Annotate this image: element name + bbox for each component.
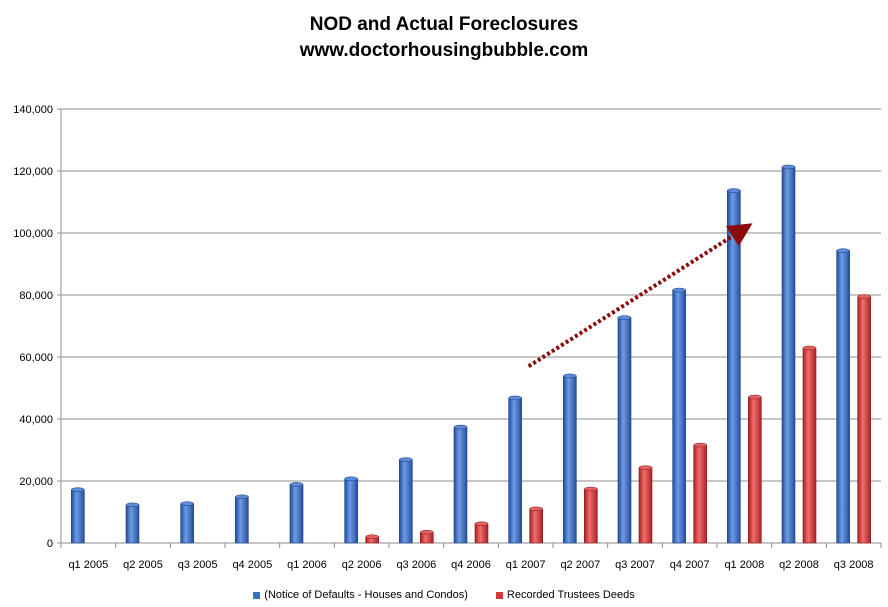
- bar-nod-cap: [235, 494, 249, 500]
- chart-legend: (Notice of Defaults - Houses and Condos)…: [0, 589, 888, 601]
- bar-trustees-deeds: [748, 396, 762, 544]
- x-tick-label: q3 2008: [834, 559, 874, 571]
- legend-label-trustees-deeds: Recorded Trustees Deeds: [506, 589, 635, 601]
- bar-trustees-deeds-cap: [584, 486, 598, 492]
- bar-nod: [672, 289, 686, 544]
- x-tick-label: q3 2007: [615, 559, 655, 571]
- bar-nod-cap: [727, 188, 741, 193]
- bar-trustees-deeds-cap: [638, 465, 653, 470]
- x-tick-label: q1 2008: [724, 559, 764, 571]
- x-tick-label: q4 2005: [232, 559, 272, 571]
- bar-nod: [125, 504, 140, 544]
- y-tick-label: 60,000: [19, 352, 53, 364]
- x-tick-label: q2 2006: [342, 559, 382, 571]
- bar-trustees-deeds-cap: [420, 529, 434, 535]
- bar-nod-cap: [289, 482, 304, 487]
- bar-nod-cap: [672, 287, 686, 293]
- bar-nod: [180, 503, 194, 544]
- legend-swatch-trustees-deeds: [495, 591, 503, 599]
- bar-nod-cap: [180, 501, 194, 506]
- y-tick-label: 100,000: [13, 228, 53, 240]
- bar-nod: [344, 478, 358, 544]
- trend-arrow: [527, 223, 753, 368]
- y-tick-label: 20,000: [19, 476, 53, 488]
- bar-trustees-deeds-cap: [748, 394, 762, 400]
- bar-trustees-deeds: [693, 444, 707, 544]
- bar-nod: [617, 317, 632, 544]
- bar-trustees-deeds-cap: [529, 506, 543, 512]
- y-tick-label: 80,000: [19, 290, 53, 302]
- bar-nod: [781, 166, 796, 544]
- bar-nod: [563, 375, 577, 544]
- bar-nod-cap: [399, 457, 413, 462]
- bar-nod-cap: [453, 424, 468, 430]
- bar-nod: [289, 484, 304, 544]
- bar-nod-cap: [508, 395, 522, 401]
- x-tick-label: q2 2008: [779, 559, 819, 571]
- bar-nod-cap: [781, 164, 796, 170]
- chart-title-block: NOD and Actual Foreclosures www.doctorho…: [0, 12, 888, 64]
- legend-item-nod: (Notice of Defaults - Houses and Condos): [253, 589, 468, 601]
- bar-trustees-deeds-cap: [474, 521, 489, 527]
- bar-trustees-deeds: [857, 296, 871, 544]
- bar-nod: [399, 459, 413, 544]
- bar-nod: [836, 250, 850, 544]
- bar-nod-cap: [71, 487, 85, 492]
- x-tick-label: q4 2007: [670, 559, 710, 571]
- chart-title: NOD and Actual Foreclosures: [309, 14, 579, 35]
- x-tick-label: q2 2005: [123, 559, 163, 571]
- y-tick-label: 120,000: [13, 166, 53, 178]
- chart-subtitle: www.doctorhousingbubble.com: [299, 40, 589, 61]
- bar-nod: [727, 190, 741, 544]
- x-tick-label: q4 2006: [451, 559, 491, 571]
- legend-swatch-nod: [253, 591, 261, 599]
- bar-trustees-deeds: [529, 508, 543, 544]
- bar-trustees-deeds-cap: [857, 294, 871, 299]
- bar-nod: [508, 397, 522, 544]
- bar-nod-cap: [617, 315, 632, 320]
- y-tick-label: 140,000: [13, 104, 53, 116]
- x-tick-label: q1 2006: [287, 559, 327, 571]
- bar-nod: [453, 426, 468, 544]
- x-tick-label: q3 2006: [396, 559, 436, 571]
- bar-nod: [235, 496, 249, 544]
- legend-item-trustees-deeds: Recorded Trustees Deeds: [495, 589, 635, 601]
- legend-label-nod: (Notice of Defaults - Houses and Condos): [264, 589, 468, 601]
- bar-trustees-deeds: [802, 347, 817, 544]
- x-tick-label: q3 2005: [178, 559, 218, 571]
- bar-nod-cap: [563, 373, 577, 379]
- bar-trustees-deeds: [638, 467, 653, 544]
- y-tick-label: 40,000: [19, 414, 53, 426]
- bar-nod-cap: [836, 248, 850, 253]
- x-tick-label: q2 2007: [560, 559, 600, 571]
- bar-trustees-deeds: [584, 488, 598, 544]
- bar-nod: [71, 489, 85, 544]
- x-tick-label: q1 2005: [68, 559, 108, 571]
- y-tick-label: 0: [47, 538, 53, 550]
- bar-trustees-deeds-cap: [693, 442, 707, 448]
- x-tick-label: q1 2007: [506, 559, 546, 571]
- bar-trustees-deeds-cap: [365, 534, 379, 540]
- bar-nod-cap: [125, 502, 140, 508]
- bar-trustees-deeds-cap: [802, 345, 817, 351]
- bar-nod-cap: [344, 476, 358, 482]
- bar-trustees-deeds: [474, 523, 489, 544]
